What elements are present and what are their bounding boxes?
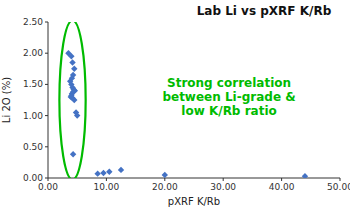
x-axis-line (48, 178, 340, 179)
scatter-point (94, 170, 100, 176)
scatter-point (302, 173, 308, 178)
y-tick-label: 1.50 (23, 79, 43, 89)
y-tick (45, 84, 48, 85)
x-tick-label: 50.00 (327, 182, 350, 192)
x-tick-label: 10.00 (94, 182, 120, 192)
y-tick (45, 146, 48, 147)
y-axis-line (48, 22, 49, 178)
x-axis-label: pXRF K/Rb (168, 196, 220, 207)
annotation-line: low K/Rb ratio (181, 104, 276, 118)
scatter-point (71, 97, 77, 103)
y-tick-label: 1.00 (23, 111, 43, 121)
y-tick-label: 2.00 (23, 48, 43, 58)
y-tick-label: 0.00 (23, 173, 43, 183)
y-axis-label: Li 2O (%) (1, 77, 12, 123)
scatter-point (100, 170, 106, 176)
title: Lab Li vs pXRF K/Rb (197, 4, 332, 18)
annotation-line: Strong correlation (167, 76, 291, 90)
y-tick (45, 115, 48, 116)
x-tick (340, 178, 341, 181)
x-tick-label: 30.00 (210, 182, 236, 192)
x-tick-label: 20.00 (152, 182, 178, 192)
y-tick (45, 178, 48, 179)
scatter-point (162, 172, 168, 178)
y-tick (45, 22, 48, 23)
chart: 0.00 10.00 20.00 30.00 40.00 50.00 0.00 0.50 1.0… (0, 0, 350, 210)
scatter-point (69, 59, 75, 65)
plot-area (59, 22, 308, 178)
highlight-ellipse (59, 22, 85, 178)
x-tick (223, 178, 224, 181)
y-tick-label: 0.50 (23, 142, 43, 152)
scatter-point (68, 53, 74, 59)
y-tick-label: 2.50 (23, 17, 43, 27)
scatter-point (70, 151, 76, 157)
x-tick (164, 178, 165, 181)
x-tick (281, 178, 282, 181)
scatter-point (71, 66, 77, 72)
scatter-point (74, 112, 80, 118)
annotation: Strong correlationbetween Li-grade &low … (162, 76, 295, 118)
scatter-point (118, 167, 124, 173)
x-tick-label: 40.00 (269, 182, 295, 192)
y-tick (45, 53, 48, 54)
scatter-point (106, 169, 112, 175)
x-tick (106, 178, 107, 181)
annotation-line: between Li-grade & (162, 90, 295, 104)
x-tick-label: 0.00 (38, 182, 58, 192)
